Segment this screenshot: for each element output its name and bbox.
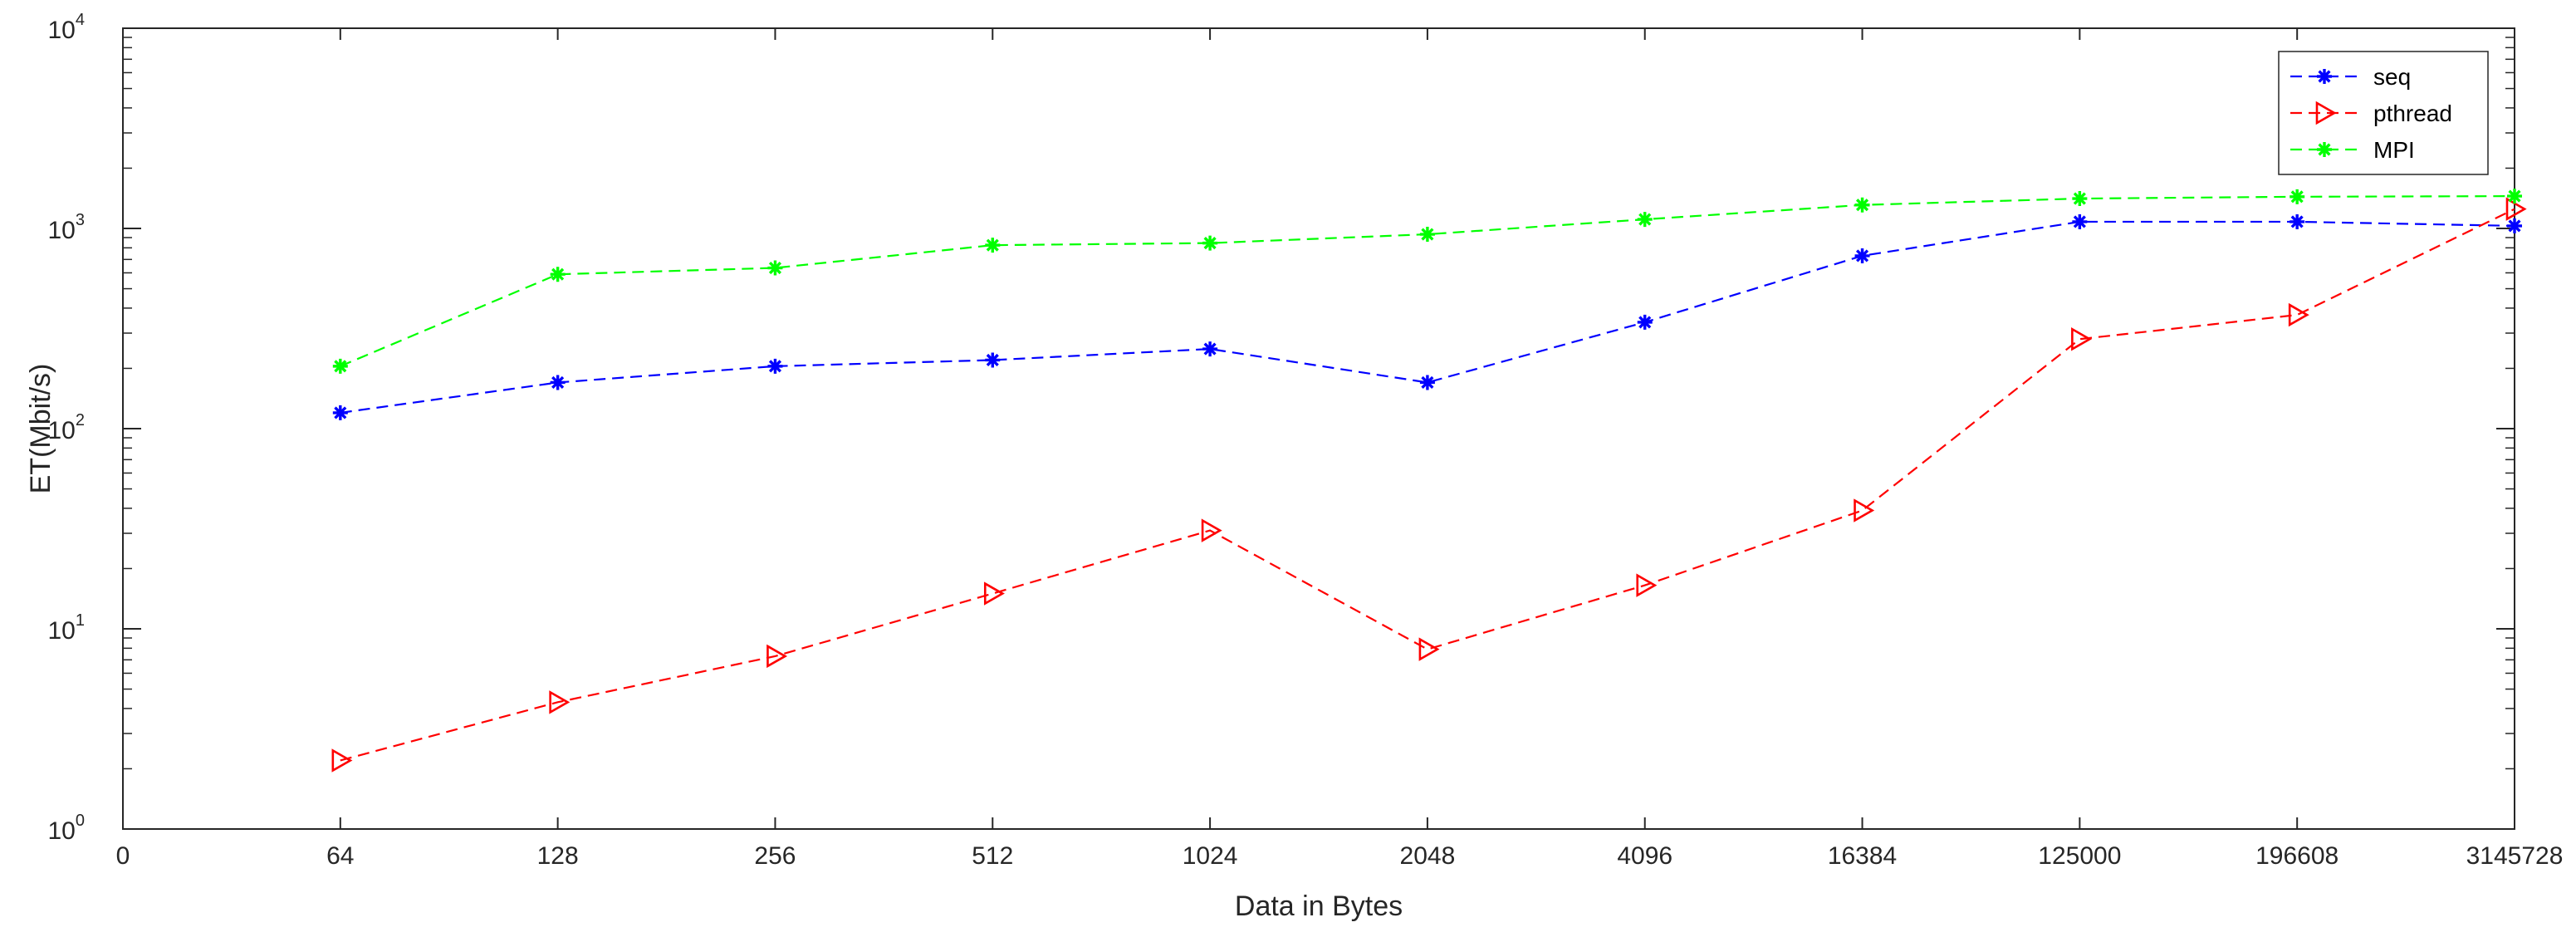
y-tick-label: 102 bbox=[48, 411, 86, 444]
data-point bbox=[1854, 498, 1875, 522]
data-point bbox=[2288, 302, 2309, 327]
data-point bbox=[766, 644, 788, 669]
data-point bbox=[550, 267, 566, 282]
x-tick-label: 128 bbox=[537, 842, 579, 870]
x-tick-label: 256 bbox=[754, 842, 796, 870]
data-point bbox=[2507, 189, 2522, 204]
x-tick-label: 0 bbox=[116, 842, 130, 870]
legend-item-pthread: pthread bbox=[2290, 101, 2452, 126]
data-point bbox=[2072, 191, 2088, 207]
series-pthread bbox=[331, 197, 2527, 773]
data-point bbox=[1418, 637, 1440, 661]
data-point bbox=[767, 260, 783, 276]
x-tick-label: 196608 bbox=[2255, 842, 2338, 870]
x-tick-label: 2048 bbox=[1400, 842, 1456, 870]
data-point bbox=[2072, 213, 2088, 229]
data-point bbox=[1637, 314, 1653, 330]
series-MPI bbox=[332, 189, 2522, 374]
data-point bbox=[549, 690, 571, 714]
y-tick-label: 101 bbox=[48, 611, 86, 645]
y-tick-label: 100 bbox=[48, 812, 86, 845]
data-point bbox=[331, 748, 353, 773]
y-tick-label: 104 bbox=[48, 11, 86, 44]
x-tick-label: 512 bbox=[972, 842, 1013, 870]
y-axis: 100 101 102 103 104 bbox=[48, 11, 2515, 845]
series-line bbox=[340, 220, 2515, 415]
x-axis-label: Data in Bytes bbox=[1235, 890, 1403, 922]
data-point bbox=[1419, 227, 1435, 243]
data-point bbox=[1202, 341, 1218, 357]
y-axis-label: ET(Mbit/s) bbox=[25, 364, 56, 494]
data-point bbox=[1637, 212, 1653, 228]
series-layer bbox=[331, 189, 2527, 773]
legend-item-MPI: MPI bbox=[2290, 137, 2415, 163]
data-point bbox=[550, 375, 566, 390]
x-tick-label: 1024 bbox=[1183, 842, 1238, 870]
series-line bbox=[340, 208, 2515, 762]
data-point bbox=[1854, 197, 1870, 213]
legend-label: seq bbox=[2373, 64, 2411, 90]
data-point bbox=[2505, 197, 2527, 221]
data-point bbox=[983, 581, 1005, 606]
data-point bbox=[1201, 518, 1222, 542]
legend: seq pthread MPI bbox=[2278, 51, 2489, 175]
y-tick-label: 103 bbox=[48, 211, 86, 244]
legend-marker bbox=[2317, 142, 2332, 157]
data-point bbox=[1636, 573, 1658, 597]
series-seq bbox=[332, 213, 2522, 420]
x-tick-label: 16384 bbox=[1828, 842, 1897, 870]
plot-area bbox=[122, 27, 2515, 830]
x-tick-label: 3145728 bbox=[2466, 842, 2564, 870]
x-tick-label: 125000 bbox=[2038, 842, 2121, 870]
legend-marker bbox=[2315, 101, 2337, 125]
legend-label: pthread bbox=[2373, 101, 2452, 126]
data-point bbox=[2507, 218, 2522, 233]
data-point bbox=[2290, 189, 2305, 204]
data-point bbox=[985, 238, 1001, 253]
legend-item-seq: seq bbox=[2290, 64, 2411, 90]
data-point bbox=[767, 358, 783, 374]
data-point bbox=[2290, 213, 2305, 229]
x-tick-label: 4096 bbox=[1617, 842, 1672, 870]
data-point bbox=[2071, 326, 2092, 351]
x-axis: 0 64 128 256 512 1024 2048 4096 16384 125000 19660… bbox=[116, 28, 2564, 870]
data-point bbox=[332, 405, 348, 420]
data-point bbox=[985, 352, 1001, 368]
legend-label: MPI bbox=[2373, 137, 2415, 163]
data-point bbox=[1854, 248, 1870, 263]
data-point bbox=[1202, 235, 1218, 251]
legend-marker bbox=[2317, 69, 2332, 84]
x-tick-label: 64 bbox=[326, 842, 354, 870]
data-point bbox=[1419, 375, 1435, 390]
data-point bbox=[332, 358, 348, 374]
